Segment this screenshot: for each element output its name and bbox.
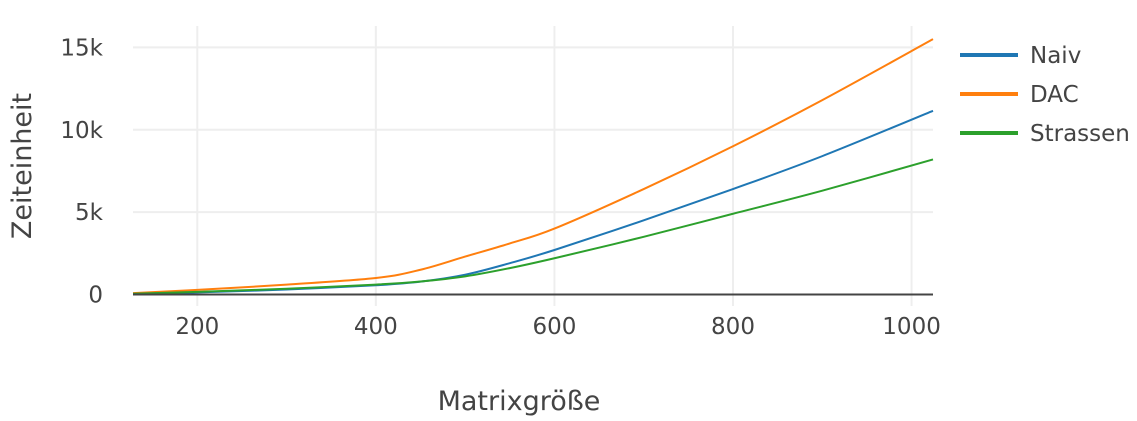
legend-label: Naiv [1030,43,1081,69]
legend-item-dac[interactable]: DAC [960,82,1079,108]
x-tick-label: 800 [711,314,755,340]
legend-label: DAC [1030,82,1079,108]
y-tick-label: 5k [75,200,104,226]
y-axis-title: Zeiteinheit [7,93,38,239]
legend-item-naiv[interactable]: Naiv [960,43,1081,69]
y-tick-labels: 0 5k 10k 15k [60,35,103,308]
series-line-naiv [132,109,934,295]
y-tick-label: 15k [60,35,103,61]
x-tick-labels: 200 400 600 800 1000 [175,314,941,340]
legend-label: Strassen [1030,121,1130,147]
x-axis-title: Matrixgröße [438,386,601,417]
series-lines [132,38,934,295]
legend-item-strassen[interactable]: Strassen [960,121,1130,147]
x-tick-label: 200 [175,314,219,340]
y-tick-label: 0 [88,282,103,308]
x-tick-label: 600 [532,314,576,340]
legend[interactable]: Naiv DAC Strassen [960,43,1130,147]
series-line-strassen [132,158,934,295]
series-line-dac [132,38,934,295]
x-tick-label: 1000 [882,314,941,340]
y-tick-label: 10k [60,118,103,144]
x-tick-label: 400 [354,314,398,340]
